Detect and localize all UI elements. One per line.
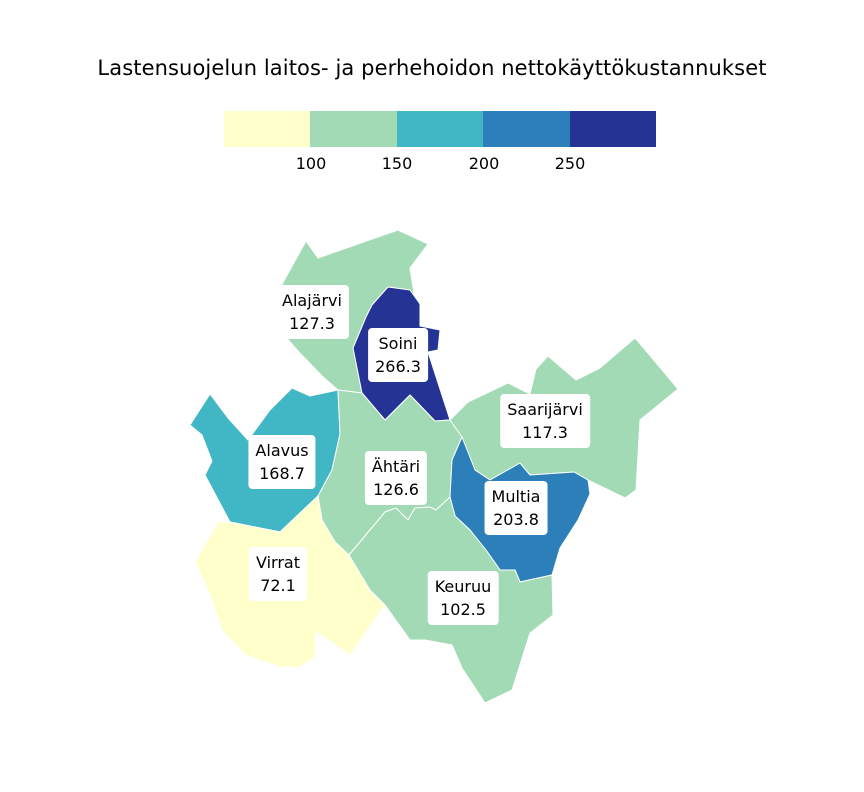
label-alajarvi: Alajärvi 127.3 xyxy=(275,285,349,339)
region-value: 102.5 xyxy=(440,600,486,619)
region-value: 117.3 xyxy=(522,423,568,442)
legend-tick-250: 250 xyxy=(554,154,586,173)
legend-swatch-3 xyxy=(396,111,484,147)
map-title: Lastensuojelun laitos- ja perhehoidon ne… xyxy=(97,56,767,80)
region-value: 127.3 xyxy=(289,314,335,333)
label-virrat: Virrat 72.1 xyxy=(249,547,307,601)
label-ahtari: Ähtäri 126.6 xyxy=(364,451,428,505)
region-value: 266.3 xyxy=(375,357,421,376)
region-name: Multia xyxy=(491,487,541,506)
region-value: 168.7 xyxy=(259,464,305,483)
legend-tick-200: 200 xyxy=(468,154,500,173)
region-name: Ähtäri xyxy=(371,457,421,476)
legend-swatch-4 xyxy=(483,111,570,147)
label-keuruu: Keuruu 102.5 xyxy=(427,571,499,625)
label-alavus: Alavus 168.7 xyxy=(248,435,316,489)
legend-tick-100: 100 xyxy=(295,154,327,173)
region-name: Keuruu xyxy=(434,577,492,596)
legend-swatch-5 xyxy=(569,111,657,147)
label-saarijarvi: Saarijärvi 117.3 xyxy=(500,394,590,448)
region-name: Virrat xyxy=(256,553,300,572)
region-value: 203.8 xyxy=(493,510,539,529)
legend-swatch-1 xyxy=(224,111,311,147)
region-name: Soini xyxy=(378,334,418,353)
legend-swatch-2 xyxy=(310,111,397,147)
region-value: 126.6 xyxy=(373,480,419,499)
label-multia: Multia 203.8 xyxy=(484,481,548,535)
region-name: Alajärvi xyxy=(282,291,342,310)
region-name: Saarijärvi xyxy=(507,400,583,419)
label-soini: Soini 266.3 xyxy=(368,328,428,382)
region-value: 72.1 xyxy=(260,576,296,595)
color-legend xyxy=(224,111,657,147)
legend-tick-150: 150 xyxy=(381,154,413,173)
region-name: Alavus xyxy=(255,441,309,460)
